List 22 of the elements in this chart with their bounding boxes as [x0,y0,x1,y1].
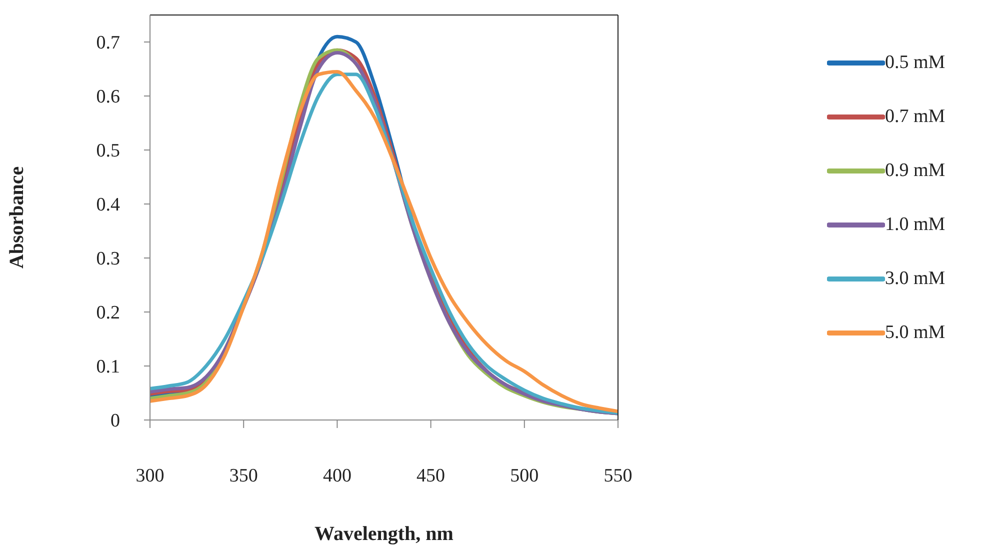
legend-label: 0.9 mM [885,160,946,182]
x-tick-label: 550 [604,465,632,486]
y-tick-label: 0.5 [96,140,120,162]
y-tick-label: 0.4 [96,194,120,216]
x-axis-title: Wavelength, nm [314,523,454,545]
x-tick-label: 300 [136,465,164,486]
y-tick-label: 0 [110,410,120,432]
y-axis-title: Absorbance [6,166,28,269]
legend-label: 0.5 mM [885,52,946,74]
x-tick-label: 500 [510,465,539,486]
y-tick-label: 0.3 [96,248,120,270]
legend-label: 3.0 mM [885,268,946,290]
legend-label: 0.7 mM [885,106,946,128]
x-tick-label: 450 [416,465,446,486]
y-tick-label: 0.1 [96,356,120,378]
y-tick-label: 0.7 [96,32,120,54]
legend-label: 5.0 mM [885,322,946,344]
y-tick-label: 0.2 [96,302,120,324]
x-tick-label: 400 [322,465,352,486]
y-tick-label: 0.6 [96,86,120,108]
x-tick-label: 350 [229,465,258,486]
legend-label: 1.0 mM [885,214,946,236]
